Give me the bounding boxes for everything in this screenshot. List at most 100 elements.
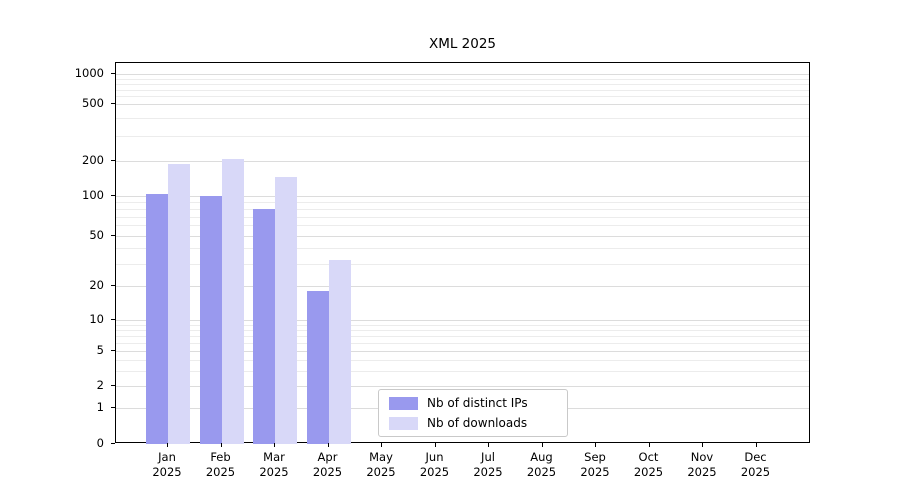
x-tick-line: 2025: [473, 465, 503, 479]
y-tick-label: 20: [89, 277, 104, 292]
minor-gridline: [116, 336, 809, 338]
x-tick-mark: [327, 443, 329, 447]
minor-gridline: [116, 263, 809, 265]
y-tick-mark: [111, 443, 115, 444]
legend-item-distinct-ips: Nb of distinct IPs: [389, 396, 557, 410]
x-tick-line: 2025: [740, 465, 771, 479]
x-tick-line: Jul: [481, 450, 495, 464]
bar-nb-of-downloads-feb: [221, 159, 244, 444]
major-gridline: [116, 160, 809, 162]
y-tick-label: 2: [96, 378, 104, 393]
bar-nb-of-downloads-jan: [168, 163, 190, 444]
y-tick-label: 1: [96, 399, 104, 414]
x-tick-line: 2025: [580, 465, 610, 479]
major-gridline: [116, 386, 809, 388]
bar-nb-of-downloads-mar: [275, 177, 297, 444]
y-tick-label: 5: [96, 343, 104, 358]
x-tick-label-jul: Jul 2025: [456, 450, 520, 480]
bar-nb-of-downloads-apr: [328, 260, 351, 444]
y-tick-label: 100: [82, 187, 104, 202]
x-tick-mark: [488, 443, 489, 447]
major-gridline: [116, 74, 809, 76]
x-tick-line: Feb: [210, 450, 231, 464]
x-tick-mark: [541, 443, 543, 447]
minor-gridline: [116, 78, 809, 80]
x-tick-line: Oct: [638, 450, 659, 464]
x-tick-label-apr: Apr 2025: [296, 450, 360, 480]
x-tick-mark: [274, 443, 275, 447]
x-tick-mark: [167, 443, 168, 447]
y-tick-label: 200: [82, 152, 104, 167]
x-tick-label-mar: Mar 2025: [242, 450, 306, 480]
x-tick-line: 2025: [419, 465, 450, 479]
minor-gridline: [116, 83, 809, 85]
x-tick-line: 2025: [312, 465, 343, 479]
x-tick-mark: [381, 443, 382, 447]
major-gridline: [116, 104, 809, 106]
x-tick-line: Dec: [744, 450, 767, 464]
minor-gridline: [116, 96, 809, 98]
x-tick-label-nov: Nov 2025: [670, 450, 734, 480]
y-tick-label: 1000: [74, 66, 104, 81]
minor-gridline: [116, 248, 809, 250]
minor-gridline: [116, 359, 809, 361]
major-gridline: [116, 195, 809, 197]
chart-title: XML 2025: [428, 36, 497, 52]
x-tick-label-may: May 2025: [349, 450, 413, 480]
y-tick-mark: [111, 350, 115, 352]
major-gridline: [116, 235, 809, 237]
minor-gridline: [116, 225, 809, 227]
x-tick-mark: [755, 443, 757, 447]
x-tick-label-jan: Jan 2025: [135, 450, 199, 480]
y-tick-label: 50: [89, 227, 104, 242]
x-tick-line: 2025: [366, 465, 396, 479]
legend-item-downloads: Nb of downloads: [389, 416, 557, 430]
x-tick-mark: [595, 443, 596, 447]
minor-gridline: [116, 135, 809, 137]
legend-label-downloads: Nb of downloads: [427, 416, 528, 430]
legend-label-distinct-ips: Nb of distinct IPs: [427, 396, 528, 410]
legend-swatch-distinct-ips: [389, 396, 418, 410]
y-tick-mark: [111, 194, 115, 196]
minor-gridline: [116, 202, 809, 204]
bar-nb-of-distinct-ips-apr: [306, 291, 329, 444]
x-tick-label-feb: Feb 2025: [189, 450, 253, 480]
x-tick-line: Apr: [317, 450, 338, 464]
legend: Nb of distinct IPs Nb of downloads: [378, 389, 568, 437]
y-tick-mark: [111, 319, 115, 321]
x-tick-line: Jun: [425, 450, 444, 464]
legend-swatch-downloads: [389, 416, 418, 430]
bar-nb-of-distinct-ips-jan: [146, 194, 168, 444]
x-tick-label-dec: Dec 2025: [724, 450, 788, 480]
x-tick-line: May: [369, 450, 393, 464]
x-tick-line: 2025: [205, 465, 236, 479]
minor-gridline: [116, 208, 809, 210]
minor-gridline: [116, 216, 809, 218]
x-tick-line: Aug: [530, 450, 553, 464]
minor-gridline: [116, 330, 809, 332]
x-tick-line: 2025: [633, 465, 664, 479]
x-tick-mark: [648, 443, 650, 447]
x-tick-label-aug: Aug 2025: [510, 450, 574, 480]
y-tick-mark: [111, 103, 115, 105]
minor-gridline: [116, 324, 809, 326]
plot-area: Nb of distinct IPs Nb of downloads: [115, 62, 810, 444]
y-tick-mark: [111, 73, 115, 75]
y-tick-mark: [111, 385, 115, 387]
bar-nb-of-distinct-ips-mar: [253, 208, 275, 444]
y-tick-label: 0: [96, 436, 104, 450]
y-tick-mark: [111, 159, 115, 161]
y-tick-label: 500: [82, 96, 104, 111]
y-tick-mark: [111, 234, 115, 236]
x-tick-line: 2025: [526, 465, 557, 479]
x-tick-line: Nov: [690, 450, 714, 464]
x-tick-mark: [702, 443, 703, 447]
x-tick-line: Sep: [584, 450, 606, 464]
minor-gridline: [116, 89, 809, 91]
x-tick-line: 2025: [259, 465, 289, 479]
x-tick-label-sep: Sep 2025: [563, 450, 627, 480]
y-tick-mark: [111, 284, 115, 286]
x-tick-line: 2025: [152, 465, 182, 479]
x-tick-line: Jan: [158, 450, 176, 464]
